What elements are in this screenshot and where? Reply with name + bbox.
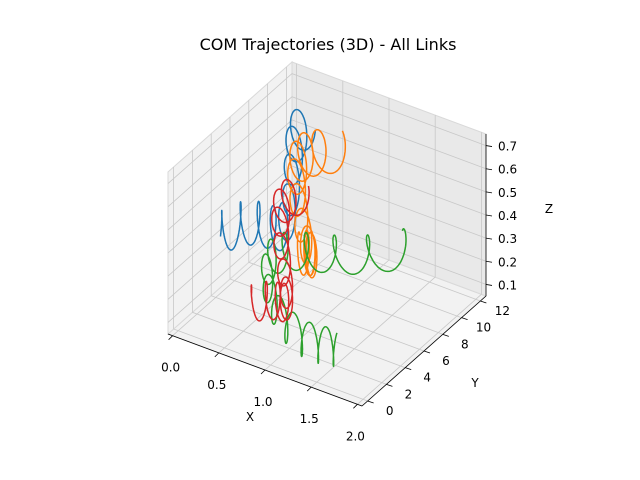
x-grid-line — [218, 80, 344, 354]
y-tick-mark — [480, 300, 487, 304]
z-grid-line — [167, 119, 487, 231]
y-tick-label: 10 — [476, 321, 491, 335]
z-grid-line — [167, 96, 487, 207]
series-line — [219, 108, 317, 252]
y-grid-line — [173, 167, 368, 402]
x-axis-label: X — [246, 410, 254, 424]
z-tick-label: 0.6 — [498, 163, 517, 177]
y-grid-line — [248, 100, 443, 335]
y-tick-mark — [461, 317, 468, 321]
z-tick-mark — [485, 145, 493, 147]
x-tick-mark — [260, 369, 266, 375]
x-tick-mark — [168, 335, 173, 340]
y-grid-line — [285, 67, 481, 302]
z-grid-line — [167, 142, 487, 254]
data-series — [219, 108, 407, 367]
x-tick-label: 2.0 — [346, 429, 365, 443]
y-tick-mark — [367, 400, 374, 404]
x-grid-line — [310, 115, 436, 388]
y-tick-label: 12 — [495, 304, 510, 318]
y-tick-label: 4 — [423, 371, 431, 385]
y-tick-mark — [386, 383, 393, 387]
y-axis-label: Y — [470, 376, 479, 390]
z-axis-label: Z — [545, 202, 553, 216]
z-tick-label: 0.7 — [498, 140, 517, 154]
y-tick-mark — [423, 350, 431, 354]
y-tick-label: 8 — [461, 337, 469, 351]
chart-title: COM Trajectories (3D) - All Links — [200, 35, 457, 54]
series-line — [260, 228, 407, 367]
series-line — [250, 178, 310, 323]
y-tick-mark — [405, 367, 412, 371]
y-tick-mark — [442, 333, 449, 337]
z-tick-label: 0.5 — [498, 186, 517, 200]
x-grid-line — [357, 132, 482, 405]
y-grid-line — [210, 133, 406, 369]
z-tick-mark — [485, 284, 493, 286]
z-tick-mark — [485, 168, 493, 171]
y-tick-label: 6 — [442, 354, 450, 368]
z-grid-line — [167, 165, 487, 277]
x-grid-line — [172, 63, 298, 336]
z-tick-mark — [485, 214, 493, 217]
z-grid-line — [167, 73, 487, 184]
x-tick-label: 0.0 — [161, 361, 180, 375]
x-tick-mark — [353, 404, 358, 409]
y-tick-label: 2 — [405, 387, 413, 401]
x-tick-mark — [306, 386, 312, 392]
z-tick-label: 0.1 — [498, 278, 517, 292]
y-tick-label: 0 — [386, 404, 394, 418]
x-grid-line — [264, 98, 390, 371]
y-grid-line — [191, 150, 387, 385]
y-grid-line — [229, 117, 425, 352]
z-tick-label: 0.4 — [498, 209, 517, 223]
z-tick-label: 0.2 — [498, 255, 517, 269]
z-tick-mark — [485, 237, 493, 240]
z-tick-mark — [485, 260, 493, 263]
z-tick-mark — [485, 191, 493, 194]
x-tick-label: 1.5 — [300, 412, 319, 426]
series-line — [286, 128, 347, 279]
x-tick-mark — [214, 352, 220, 358]
x-tick-label: 1.0 — [253, 395, 272, 409]
z-tick-label: 0.3 — [498, 232, 517, 246]
x-tick-label: 0.5 — [207, 378, 226, 392]
